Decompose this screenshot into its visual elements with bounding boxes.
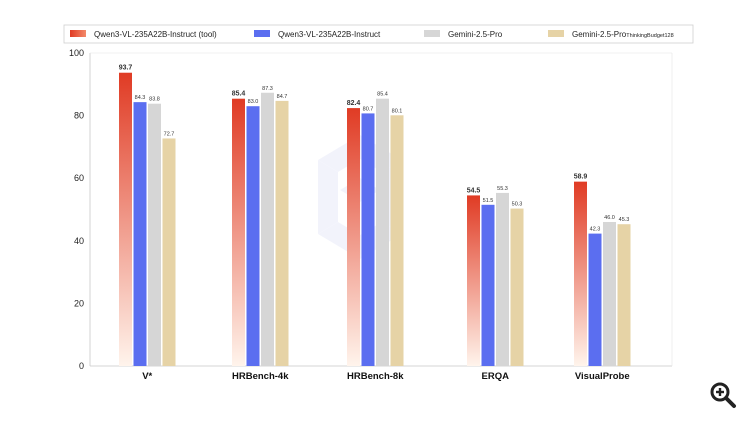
y-ticks: 0 20 40 60 80 100 xyxy=(69,48,84,371)
bar-series-0-hrbench-4k xyxy=(232,98,245,366)
bars xyxy=(119,72,631,367)
value-label: 42.3 xyxy=(590,227,601,233)
bar-series-3-erqa xyxy=(510,208,524,366)
bar-series-0-visualprobe xyxy=(574,181,587,366)
x-category-label: HRBench-8k xyxy=(347,371,404,382)
legend-label-gemini-budget: Gemini-2.5-ProThinkingBudget128 xyxy=(572,30,674,39)
legend-label-gemini-budget-suffix: ThinkingBudget128 xyxy=(626,33,673,39)
bar-series-3-v- xyxy=(162,138,176,366)
value-label: 87.3 xyxy=(262,86,273,92)
value-labels: 93.784.3 83.872.785.483.087.384.782.480.7… xyxy=(119,65,630,233)
value-label: 82.4 xyxy=(347,100,361,107)
legend: Qwen3-VL-235A22B-Instruct (tool) Qwen3-V… xyxy=(70,30,674,39)
bar-series-2-hrbench-8k xyxy=(376,98,389,366)
legend-box xyxy=(63,24,694,44)
value-label: 54.5 xyxy=(467,187,481,194)
y-tick-label: 60 xyxy=(74,173,84,183)
value-label: 85.4 xyxy=(377,92,388,98)
bar-series-0-hrbench-8k xyxy=(347,108,360,366)
value-label: 50.3 xyxy=(512,202,523,208)
value-label: 84.3 xyxy=(135,95,146,101)
bar-series-0-erqa xyxy=(467,195,480,366)
legend-label-tool: Qwen3-VL-235A22B-Instruct (tool) xyxy=(94,30,217,39)
legend-swatch-gemini xyxy=(424,30,440,37)
value-label: 55.3 xyxy=(497,186,508,192)
bar-series-2-erqa xyxy=(496,192,509,366)
y-tick-label: 100 xyxy=(69,48,84,58)
bar-series-1-visualprobe xyxy=(588,233,602,366)
bar-series-2-v- xyxy=(148,103,161,367)
bar-series-1-v- xyxy=(133,102,147,367)
y-tick-label: 80 xyxy=(74,111,84,121)
bar-series-3-hrbench-4k xyxy=(275,100,289,366)
legend-swatch-tool xyxy=(70,30,86,37)
bar-series-1-hrbench-8k xyxy=(361,113,375,366)
x-categories: V* HRBench-4k HRBench-8k ERQA VisualProbe xyxy=(142,371,629,382)
value-label: 58.9 xyxy=(574,174,588,181)
value-label: 51.5 xyxy=(483,198,494,204)
value-label: 83.8 xyxy=(149,97,160,103)
value-label: 85.4 xyxy=(232,91,246,98)
y-tick-label: 20 xyxy=(74,298,84,308)
x-category-label: V* xyxy=(142,371,152,382)
legend-label-gemini: Gemini-2.5-Pro xyxy=(448,30,503,39)
legend-swatch-instruct xyxy=(254,30,270,37)
value-label: 83.0 xyxy=(248,99,259,105)
bar-series-0-v- xyxy=(119,72,132,367)
bar-series-3-hrbench-8k xyxy=(390,115,404,366)
bar-series-2-visualprobe xyxy=(603,222,616,366)
zoom-button[interactable] xyxy=(706,378,740,412)
value-label: 80.1 xyxy=(392,108,403,114)
y-tick-label: 0 xyxy=(79,361,84,371)
x-category-label: HRBench-4k xyxy=(232,371,289,382)
legend-label-gemini-budget-main: Gemini-2.5-Pro xyxy=(572,30,627,39)
bar-series-1-erqa xyxy=(481,204,495,366)
y-tick-label: 40 xyxy=(74,236,84,246)
legend-label-instruct: Qwen3-VL-235A22B-Instruct xyxy=(278,30,381,39)
value-label: 93.7 xyxy=(119,65,133,72)
value-label: 84.7 xyxy=(277,94,288,100)
value-label: 46.0 xyxy=(604,215,615,221)
value-label: 72.7 xyxy=(164,131,175,137)
x-category-label: ERQA xyxy=(482,371,510,382)
bar-series-1-hrbench-4k xyxy=(246,106,260,367)
bar-series-3-visualprobe xyxy=(617,224,631,366)
legend-swatch-gemini-budget xyxy=(548,30,564,37)
bar-series-2-hrbench-4k xyxy=(261,92,274,366)
value-label: 45.3 xyxy=(619,217,630,223)
x-category-label: VisualProbe xyxy=(575,371,630,382)
zoom-in-icon xyxy=(710,382,736,408)
value-label: 80.7 xyxy=(363,106,374,112)
